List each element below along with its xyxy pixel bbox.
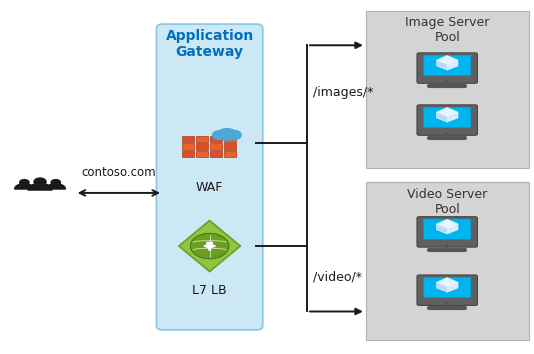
Bar: [224, 136, 236, 142]
Text: /video/*: /video/*: [313, 270, 363, 284]
FancyBboxPatch shape: [156, 24, 263, 330]
Polygon shape: [28, 183, 52, 190]
Polygon shape: [436, 219, 458, 228]
Bar: [209, 143, 222, 150]
Bar: [366, 11, 529, 168]
FancyBboxPatch shape: [423, 219, 471, 239]
Circle shape: [33, 177, 47, 186]
Circle shape: [224, 129, 235, 136]
Polygon shape: [436, 112, 447, 122]
Text: WAF: WAF: [196, 181, 223, 194]
Polygon shape: [179, 221, 240, 272]
Polygon shape: [46, 184, 66, 189]
Text: Image Server
Pool: Image Server Pool: [405, 16, 490, 44]
Polygon shape: [447, 60, 458, 70]
FancyBboxPatch shape: [417, 105, 477, 135]
FancyBboxPatch shape: [417, 275, 477, 306]
FancyBboxPatch shape: [423, 55, 471, 75]
Bar: [182, 151, 194, 157]
FancyBboxPatch shape: [423, 277, 471, 298]
Polygon shape: [14, 184, 34, 189]
Circle shape: [191, 233, 229, 259]
Bar: [224, 143, 236, 150]
Polygon shape: [436, 60, 447, 70]
Polygon shape: [447, 282, 458, 292]
Text: contoso.com: contoso.com: [82, 166, 156, 179]
Circle shape: [213, 131, 225, 139]
Polygon shape: [436, 224, 447, 234]
Circle shape: [50, 179, 61, 186]
Text: Video Server
Pool: Video Server Pool: [407, 188, 488, 216]
Circle shape: [19, 179, 30, 186]
Polygon shape: [447, 112, 458, 122]
Bar: [182, 136, 194, 142]
Bar: [195, 143, 208, 150]
Polygon shape: [436, 278, 458, 287]
Text: Application
Gateway: Application Gateway: [166, 29, 254, 59]
Bar: [182, 143, 194, 150]
Text: /images/*: /images/*: [313, 86, 374, 99]
Polygon shape: [447, 224, 458, 234]
Bar: [366, 182, 529, 340]
Bar: [209, 151, 222, 157]
Bar: [209, 136, 222, 142]
Circle shape: [218, 130, 229, 136]
Bar: [195, 136, 208, 142]
FancyBboxPatch shape: [417, 217, 477, 247]
Circle shape: [227, 131, 241, 139]
FancyBboxPatch shape: [423, 107, 471, 127]
FancyBboxPatch shape: [417, 53, 477, 83]
Text: L7 LB: L7 LB: [192, 284, 227, 297]
Circle shape: [218, 129, 235, 140]
Polygon shape: [436, 107, 458, 116]
Bar: [224, 151, 236, 157]
Polygon shape: [436, 282, 447, 292]
Bar: [195, 151, 208, 157]
Polygon shape: [436, 55, 458, 64]
